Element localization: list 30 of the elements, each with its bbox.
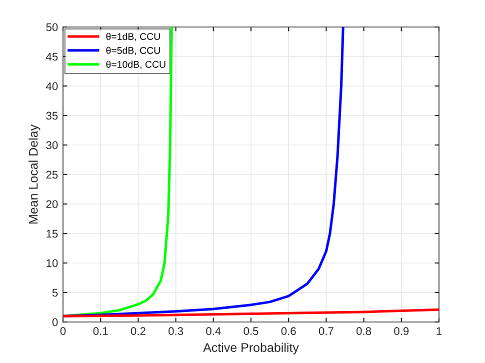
legend-label: θ=1dB, CCU — [106, 32, 160, 42]
x-axis-title: Active Probability — [203, 342, 299, 354]
x-tick-label: 0 — [60, 327, 66, 336]
x-tick-label: 0.1 — [93, 327, 108, 336]
y-tick-label: 10 — [46, 259, 58, 268]
line-series — [63, 308, 439, 318]
y-tick-label: 0 — [52, 318, 58, 326]
y-tick-label: 45 — [46, 52, 58, 61]
y-tick-label: 15 — [46, 230, 58, 238]
x-tick-label: 0.4 — [206, 327, 221, 336]
x-tick-label: 0.6 — [281, 327, 296, 336]
y-tick-label: 5 — [52, 288, 58, 297]
x-tick-label: 0.9 — [394, 327, 409, 336]
line-series — [63, 27, 344, 318]
line-series — [63, 27, 173, 318]
y-tick-label: 40 — [46, 82, 58, 90]
x-tick-label: 0.8 — [356, 327, 372, 336]
y-tick-label: 50 — [46, 23, 58, 32]
x-tick-label: 0.2 — [130, 327, 146, 336]
x-tick-label: 0.3 — [168, 327, 184, 336]
x-tick-label: 1 — [436, 327, 442, 335]
legend-label: θ=10dB, CCU — [106, 60, 166, 69]
x-tick-label: 0.5 — [244, 327, 258, 336]
y-tick-label: 30 — [46, 141, 58, 150]
y-tick-label: 35 — [46, 112, 58, 120]
x-tick-label: 0.7 — [318, 327, 334, 336]
y-axis-title: Mean Local Delay — [28, 124, 40, 224]
y-tick-label: 25 — [46, 170, 58, 179]
y-tick-label: 20 — [46, 200, 58, 208]
legend-label: θ=5dB, CCU — [106, 46, 160, 56]
